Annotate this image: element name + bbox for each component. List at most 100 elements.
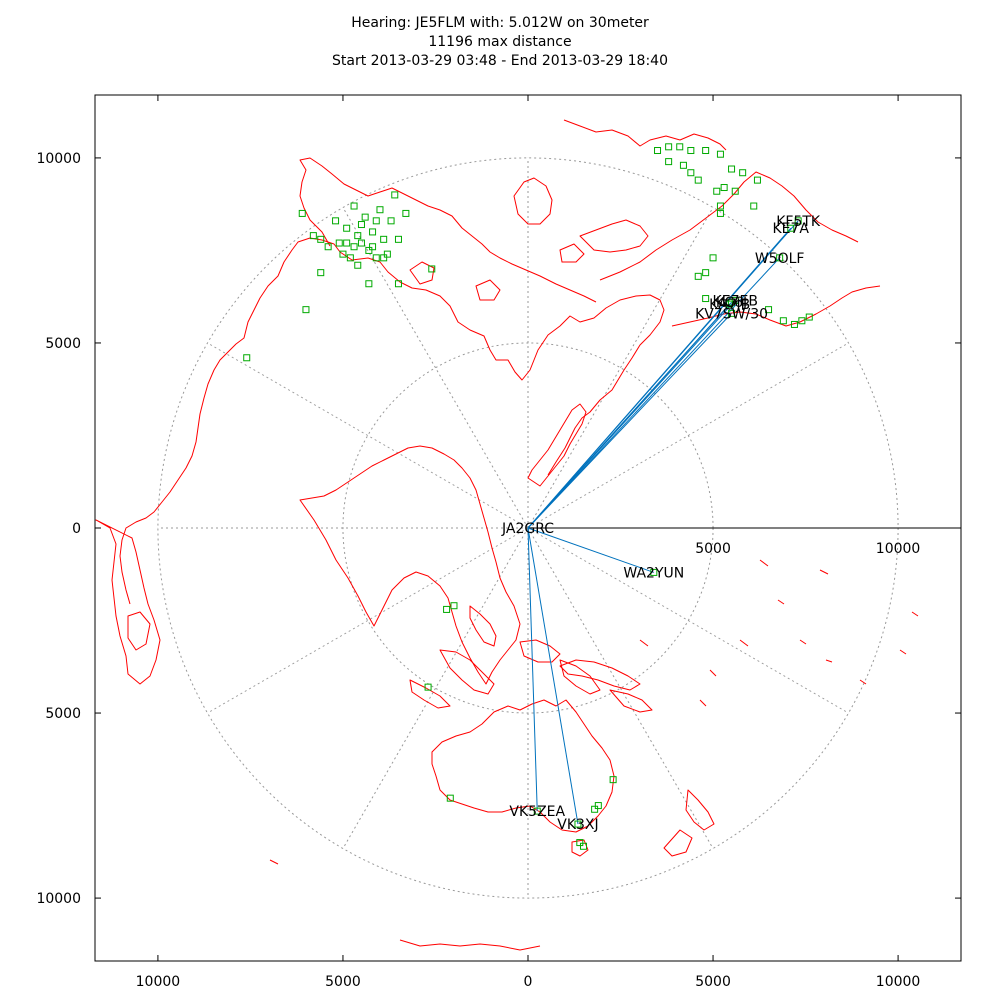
station-marker	[750, 202, 758, 210]
path-line	[527, 527, 579, 825]
home-label: JA2GRC	[501, 521, 554, 537]
station-marker	[309, 232, 317, 240]
bearing-spoke	[527, 207, 714, 529]
bearing-spoke	[342, 527, 529, 849]
spot-label: KE7EB	[713, 293, 758, 309]
x-tick-label: 10000	[136, 974, 181, 990]
station-marker	[243, 354, 251, 362]
x-tick-label: 5000	[695, 974, 731, 990]
path-line	[527, 527, 538, 812]
spot-label: KA7JB	[709, 297, 750, 313]
station-marker	[357, 221, 365, 229]
station-marker	[346, 254, 354, 262]
y-tick-label: 10000	[36, 151, 81, 167]
y-tick-label: 10000	[36, 891, 81, 907]
bearing-spoke	[342, 207, 529, 529]
coastline-asia	[119, 237, 665, 605]
station-marker	[394, 280, 402, 288]
coastline-new-guinea	[559, 659, 641, 691]
station-marker	[713, 187, 721, 195]
bearing-spoke	[527, 342, 849, 529]
station-marker	[324, 243, 332, 251]
station-marker	[687, 169, 695, 177]
station-marker	[369, 228, 377, 236]
title-line-timerange: Start 2013-03-29 03:48 - End 2013-03-29 …	[332, 53, 668, 69]
station-marker	[591, 805, 599, 813]
station-marker	[790, 320, 798, 328]
station-marker	[302, 306, 310, 314]
spot-marker	[728, 298, 736, 306]
station-marker	[450, 602, 458, 610]
station-marker	[654, 147, 662, 155]
station-marker	[716, 150, 724, 158]
y-tick-label: 5000	[45, 336, 81, 352]
spot-label: KF5TK	[776, 214, 821, 230]
station-marker	[739, 169, 747, 177]
spot-marker	[776, 254, 784, 262]
station-marker	[443, 605, 451, 613]
bearing-spoke	[207, 342, 529, 529]
station-marker	[372, 254, 380, 262]
spot-marker	[728, 309, 736, 317]
station-marker	[365, 280, 373, 288]
station-marker	[798, 317, 806, 325]
station-marker	[720, 184, 728, 192]
coastline-madagascar	[127, 611, 151, 651]
path-line	[527, 257, 781, 529]
station-marker	[357, 239, 365, 247]
path-line	[527, 303, 731, 529]
axis-ticks: 10000 5000 0 5000 10000 10000 5000 0 5000 10000 50…	[36, 95, 961, 990]
range-grid	[157, 157, 961, 899]
station-marker	[716, 209, 724, 217]
coastline-africa	[95, 519, 161, 685]
coastline-japan	[527, 403, 587, 487]
spot-label: KV7SW/30	[695, 306, 768, 322]
station-marker	[676, 143, 684, 151]
station-marker	[394, 235, 402, 243]
coastline-pacific-islands	[269, 559, 919, 951]
station-marker	[383, 250, 391, 258]
spot-label: KC6J	[716, 295, 747, 311]
station-marker	[343, 239, 351, 247]
station-marker	[731, 187, 739, 195]
path-line	[527, 313, 732, 529]
station-marker	[376, 206, 384, 214]
station-marker	[402, 209, 410, 217]
station-marker	[428, 265, 436, 273]
chart-title: Hearing: JE5FLM with: 5.012W on 30meter …	[0, 14, 1000, 71]
station-marker	[361, 213, 369, 221]
y-tick-label: 0	[72, 521, 81, 537]
station-marker	[339, 250, 347, 258]
station-marker	[446, 794, 454, 802]
spot-marker	[533, 807, 541, 815]
spot-marker	[787, 224, 795, 232]
station-marker	[765, 306, 773, 314]
bearing-spoke	[527, 527, 714, 849]
inside-axis-label: 10000	[876, 541, 921, 557]
coastline-tasmania	[571, 839, 589, 857]
station-marker	[594, 802, 602, 810]
x-tick-label: 10000	[876, 974, 921, 990]
station-marker	[779, 317, 787, 325]
spot-label: WA2YUN	[623, 565, 684, 581]
x-tick-label: 5000	[325, 974, 361, 990]
spot-marker	[731, 296, 739, 304]
coastline-arctic-islands	[409, 177, 553, 301]
station-marker	[380, 254, 388, 262]
spot-marker	[794, 217, 802, 225]
station-marker	[728, 165, 736, 173]
inside-axis-label: 5000	[695, 541, 731, 557]
station-marker	[702, 147, 710, 155]
station-marker	[709, 254, 717, 262]
station-markers	[243, 143, 813, 850]
station-marker	[365, 246, 373, 254]
bearing-spoke	[207, 527, 529, 714]
x-tick-label: 0	[524, 974, 533, 990]
spot-marker	[574, 820, 582, 828]
path-line	[527, 527, 654, 573]
station-marker	[753, 176, 761, 184]
station-marker	[665, 158, 673, 166]
propagation-paths	[527, 220, 799, 825]
